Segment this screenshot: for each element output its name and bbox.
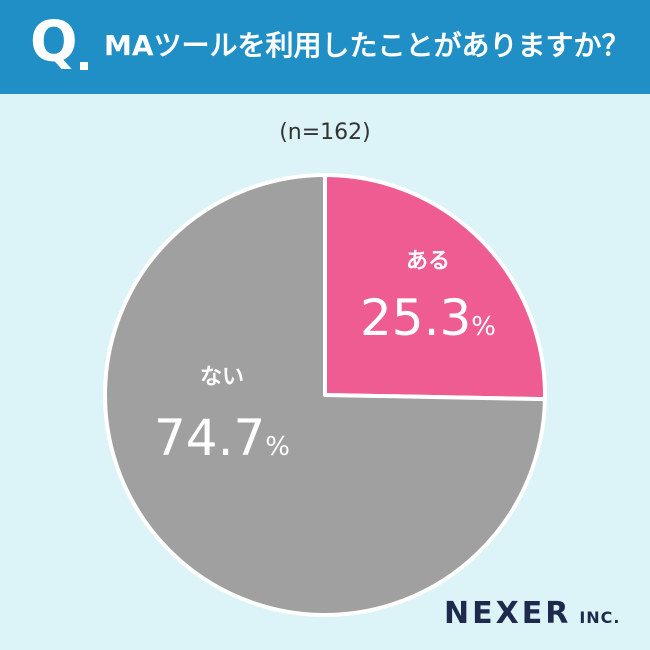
- pie-slice-1: [323, 173, 547, 402]
- slice-label-2: ない: [200, 365, 244, 390]
- pie-slice-2: [103, 173, 547, 617]
- slice-label-1: ある: [406, 249, 450, 274]
- sample-size: (n=162): [279, 120, 371, 145]
- logo-main: NEXER: [444, 596, 572, 631]
- q-mark: Q: [30, 10, 78, 75]
- header-bar: Q MAツールを利用したことがありますか？: [0, 0, 650, 94]
- q-dot: [80, 62, 88, 70]
- logo-sub: INC.: [579, 608, 621, 627]
- question-text: MAツールを利用したことがありますか？: [104, 29, 630, 62]
- company-logo: NEXER INC.: [444, 596, 621, 636]
